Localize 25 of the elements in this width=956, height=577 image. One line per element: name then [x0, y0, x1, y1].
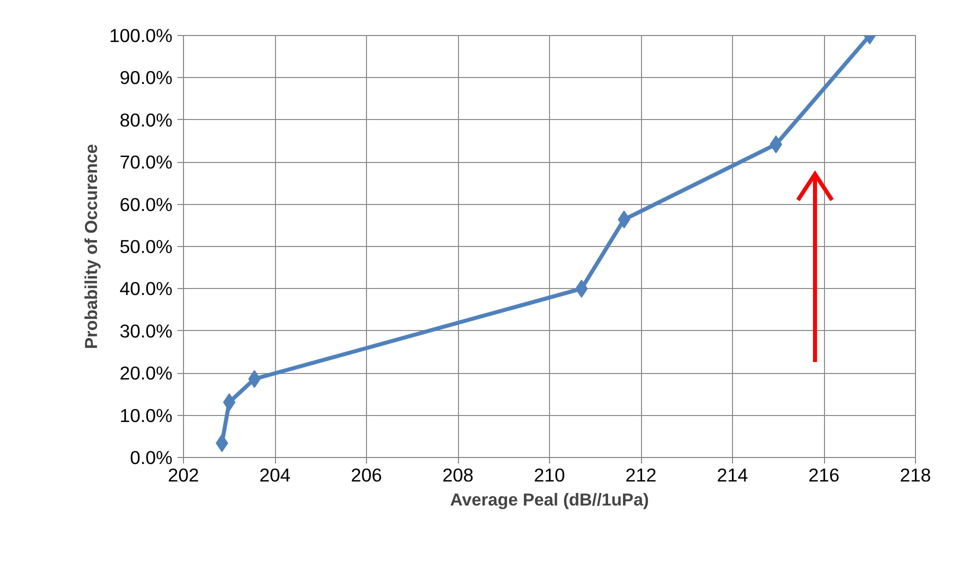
y-tick-label: 10.0%: [120, 404, 173, 426]
x-tick-label: 216: [808, 464, 840, 486]
x-tick-label: 204: [259, 464, 291, 486]
point: [618, 210, 630, 228]
x-tick-label: 210: [534, 464, 566, 486]
point: [248, 370, 261, 388]
y-tick-label: 70.0%: [120, 152, 173, 173]
y-tick-label: 80.0%: [120, 109, 173, 130]
y-tick-label: 100.0%: [109, 25, 173, 46]
x-tick-label: 206: [350, 464, 382, 486]
x-tick-label: 218: [900, 464, 932, 486]
y-tick-label: 50.0%: [120, 236, 173, 257]
x-tick-label: 212: [625, 464, 657, 486]
y-tick-label: 40.0%: [120, 278, 173, 300]
y-tick-label: 20.0%: [120, 362, 173, 384]
point: [216, 434, 228, 452]
y-tick-label: 60.0%: [120, 194, 173, 215]
x-tick-label: 208: [442, 464, 474, 486]
point: [575, 280, 588, 298]
point: [770, 135, 782, 154]
y-tick-label: 30.0%: [120, 320, 173, 342]
x-axis-title: Average Peal (dB//1uPa): [450, 490, 649, 510]
y-axis-title: Probability of Occurence: [81, 144, 102, 350]
x-tick-label: 214: [716, 464, 748, 486]
y-tick-label: 90.0%: [120, 67, 173, 88]
